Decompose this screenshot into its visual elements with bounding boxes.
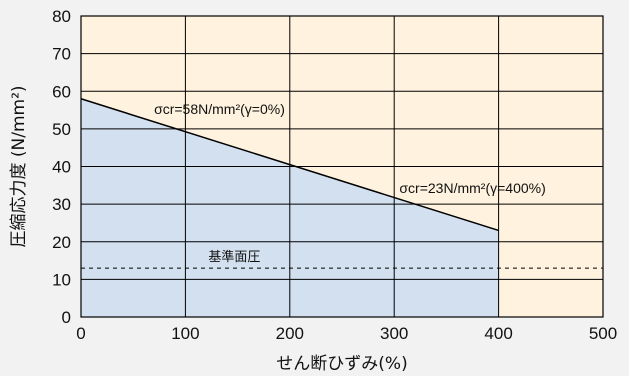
y-tick-label: 70 [52,45,71,64]
y-tick-label: 50 [52,120,71,139]
y-tick-label: 30 [52,195,71,214]
reference-line-label: 基準面圧 [208,249,260,265]
x-tick-label: 300 [380,324,408,343]
y-tick-label: 60 [52,82,71,101]
x-tick-label: 100 [171,324,199,343]
x-tick-label: 400 [484,324,512,343]
x-axis-ticks: 0 100 200 300 400 500 [76,324,617,343]
y-axis-ticks: 0 10 20 30 40 50 60 70 80 [52,7,71,327]
plot-frame [80,15,604,318]
y-tick-label: 40 [52,158,71,177]
grid-lines [81,16,603,317]
y-tick-label: 10 [52,270,71,289]
series-line [80,98,499,232]
x-tick-label: 0 [76,324,85,343]
x-tick-label: 200 [276,324,304,343]
annotation-gamma-400: σcr=23N/mm²(γ=400%) [399,180,545,196]
annotation-gamma-0: σcr=58N/mm²(γ=0%) [154,101,285,117]
y-tick-label: 0 [62,308,71,327]
x-axis-title: せん断ひずみ(%) [276,354,407,374]
y-tick-label: 20 [52,233,71,252]
x-tick-label: 500 [589,324,617,343]
y-tick-label: 80 [52,7,71,26]
y-axis-title: 圧縮応力度 (N/mm²) [9,85,29,247]
